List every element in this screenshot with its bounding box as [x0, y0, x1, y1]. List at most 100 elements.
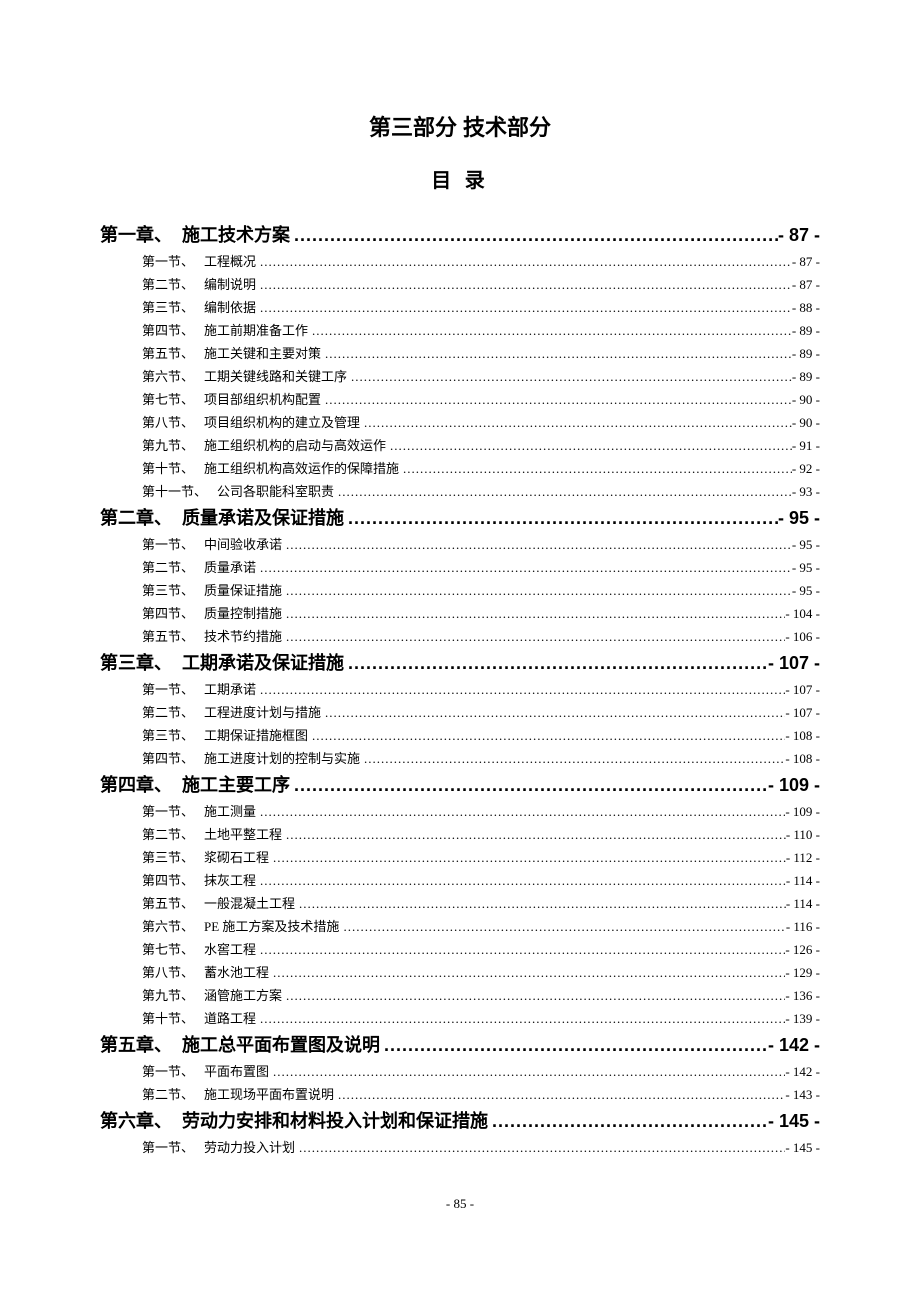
part-title: 第三部分 技术部分	[100, 110, 820, 142]
section-row: 第二节、施工现场平面布置说明 - 143 -	[100, 1084, 820, 1103]
section-title: 质量承诺	[204, 557, 256, 576]
section-title: 项目组织机构的建立及管理	[204, 412, 360, 431]
section-label: 第七节、	[100, 939, 204, 958]
toc-leader	[290, 775, 768, 796]
chapter-row: 第五章、施工总平面布置图及说明- 142 -	[100, 1031, 820, 1057]
section-page: - 142 -	[785, 1064, 820, 1080]
toc-leader	[282, 629, 785, 645]
section-page: - 108 -	[785, 728, 820, 744]
toc-leader	[360, 751, 785, 767]
section-label: 第一节、	[100, 1137, 204, 1156]
toc-leader	[256, 942, 785, 958]
section-page: - 92 -	[792, 461, 820, 477]
toc-container: 第一章、施工技术方案- 87 -第一节、工程概况- 87 -第二节、编制说明- …	[100, 221, 820, 1156]
section-title: 施工现场平面布置说明	[204, 1084, 334, 1103]
section-row: 第九节、施工组织机构的启动与高效运作- 91 -	[100, 435, 820, 454]
section-row: 第五节、一般混凝土工程- 114 -	[100, 893, 820, 912]
toc-leader	[256, 277, 792, 293]
page-footer: - 85 -	[100, 1196, 820, 1212]
chapter-row: 第四章、施工主要工序- 109 -	[100, 771, 820, 797]
section-page: - 139 -	[785, 1011, 820, 1027]
section-title: 一般混凝土工程	[204, 893, 295, 912]
section-title: 涵管施工方案	[204, 985, 282, 1004]
section-label: 第四节、	[100, 870, 204, 889]
toc-leader	[290, 225, 778, 246]
section-title: 土地平整工程	[204, 824, 282, 843]
section-page: - 107 -	[785, 705, 820, 721]
toc-leader	[347, 369, 792, 385]
section-row: 第八节、蓄水池工程- 129 -	[100, 962, 820, 981]
toc-leader	[386, 438, 792, 454]
toc-leader	[321, 346, 792, 362]
section-title: 编制说明	[204, 274, 256, 293]
section-title: PE 施工方案及技术措施	[204, 916, 339, 935]
section-title: 施工前期准备工作	[204, 320, 308, 339]
section-page: - 116 -	[786, 919, 820, 935]
section-label: 第一节、	[100, 801, 204, 820]
toc-leader	[339, 919, 785, 935]
section-page: - 89 -	[792, 346, 820, 362]
section-row: 第三节、工期保证措施框图- 108 -	[100, 725, 820, 744]
section-label: 第一节、	[100, 1061, 204, 1080]
section-label: 第十节、	[100, 1008, 204, 1027]
toc-leader	[360, 415, 792, 431]
chapter-label: 第五章、	[100, 1031, 182, 1057]
section-title: 抹灰工程	[204, 870, 256, 889]
section-row: 第二节、工程进度计划与措施- 107 -	[100, 702, 820, 721]
section-row: 第八节、项目组织机构的建立及管理- 90 -	[100, 412, 820, 431]
section-page: - 89 -	[792, 323, 820, 339]
toc-leader	[256, 804, 785, 820]
section-row: 第三节、质量保证措施- 95 -	[100, 580, 820, 599]
chapter-page: - 87 -	[778, 225, 820, 246]
section-row: 第六节、PE 施工方案及技术措施- 116 -	[100, 916, 820, 935]
chapter-label: 第二章、	[100, 504, 182, 530]
toc-leader	[295, 1140, 785, 1156]
toc-leader	[282, 537, 792, 553]
toc-leader	[295, 896, 786, 912]
chapter-page: - 109 -	[768, 775, 820, 796]
section-label: 第二节、	[100, 1084, 204, 1103]
section-label: 第四节、	[100, 603, 204, 622]
section-row: 第五节、技术节约措施- 106 -	[100, 626, 820, 645]
section-row: 第三节、编制依据- 88 -	[100, 297, 820, 316]
section-page: - 87 -	[792, 254, 820, 270]
chapter-row: 第六章、劳动力安排和材料投入计划和保证措施- 145 -	[100, 1107, 820, 1133]
toc-title: 目 录	[100, 164, 820, 193]
section-label: 第三节、	[100, 847, 204, 866]
chapter-row: 第二章、质量承诺及保证措施- 95 -	[100, 504, 820, 530]
section-page: - 87 -	[792, 277, 820, 293]
section-page: - 88 -	[792, 300, 820, 316]
section-title: 劳动力投入计划	[204, 1137, 295, 1156]
section-label: 第二节、	[100, 824, 204, 843]
section-row: 第一节、劳动力投入计划- 145 -	[100, 1137, 820, 1156]
section-title: 平面布置图	[204, 1061, 269, 1080]
toc-leader	[308, 323, 792, 339]
section-row: 第二节、土地平整工程- 110 -	[100, 824, 820, 843]
section-row: 第一节、中间验收承诺- 95 -	[100, 534, 820, 553]
section-label: 第十一节、	[100, 481, 217, 500]
toc-leader	[344, 653, 768, 674]
section-page: - 95 -	[792, 537, 820, 553]
section-label: 第五节、	[100, 893, 204, 912]
section-page: - 107 -	[785, 682, 820, 698]
toc-leader	[321, 705, 785, 721]
section-page: - 114 -	[786, 873, 820, 889]
chapter-row: 第一章、施工技术方案- 87 -	[100, 221, 820, 247]
section-label: 第四节、	[100, 320, 204, 339]
section-row: 第十节、施工组织机构高效运作的保障措施- 92 -	[100, 458, 820, 477]
section-row: 第九节、涵管施工方案- 136 -	[100, 985, 820, 1004]
section-label: 第九节、	[100, 435, 204, 454]
section-title: 中间验收承诺	[204, 534, 282, 553]
chapter-page: - 145 -	[768, 1111, 820, 1132]
section-page: - 129 -	[785, 965, 820, 981]
section-page: - 108 -	[785, 751, 820, 767]
toc-leader	[488, 1111, 768, 1132]
toc-leader	[282, 827, 786, 843]
section-title: 道路工程	[204, 1008, 256, 1027]
section-page: - 112 -	[786, 850, 820, 866]
section-page: - 143 -	[785, 1087, 820, 1103]
section-page: - 136 -	[785, 988, 820, 1004]
section-title: 编制依据	[204, 297, 256, 316]
section-title: 公司各职能科室职责	[217, 481, 334, 500]
section-title: 蓄水池工程	[204, 962, 269, 981]
